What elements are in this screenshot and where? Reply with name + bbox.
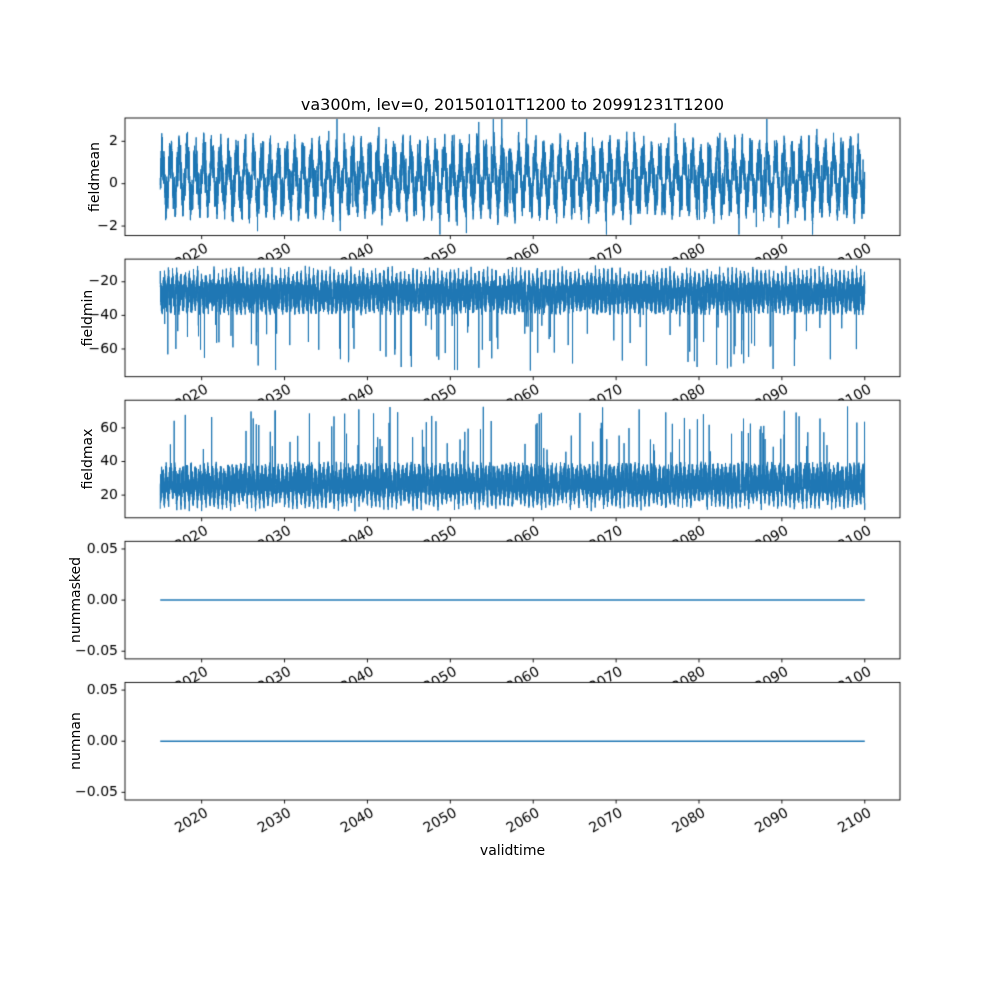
- y-axis-label-fieldmax: fieldmax: [80, 428, 96, 490]
- y-axis-label-nummasked: nummasked: [68, 557, 84, 644]
- y-axis-label-fieldmin: fieldmin: [80, 289, 96, 347]
- chart-title: va300m, lev=0, 20150101T1200 to 20991231…: [300, 95, 725, 114]
- y-axis-label-fieldmean: fieldmean: [87, 142, 103, 212]
- x-axis-label: validtime: [479, 843, 546, 859]
- y-axis-label-numnan: numnan: [68, 712, 84, 770]
